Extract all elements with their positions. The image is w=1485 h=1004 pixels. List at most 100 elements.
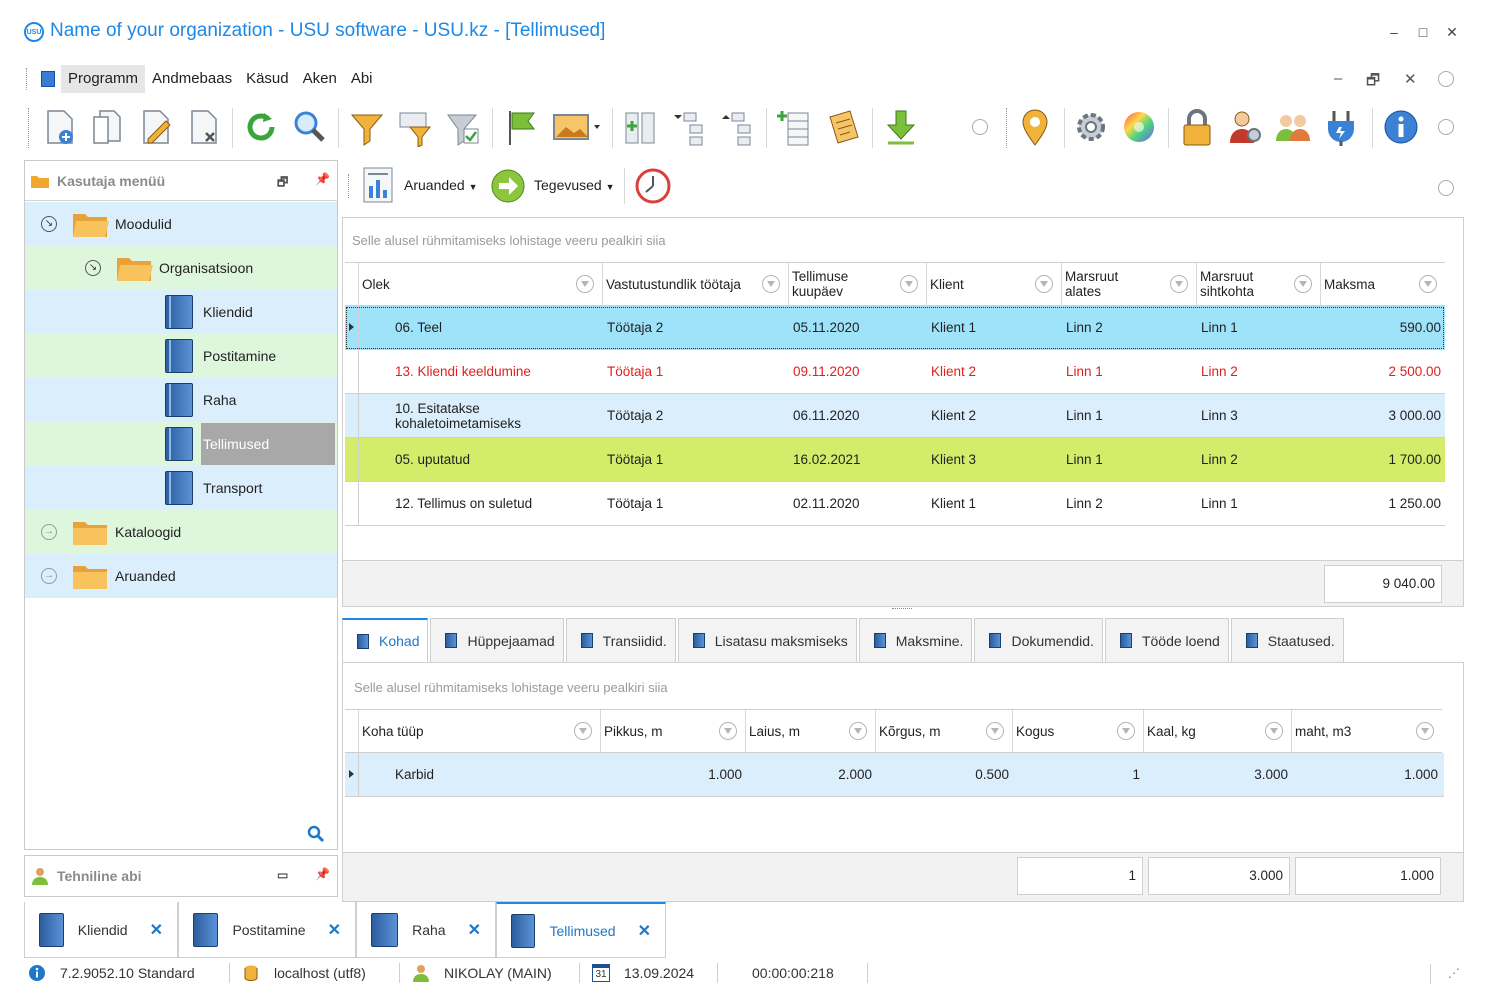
splitter-handle[interactable] xyxy=(892,608,912,611)
tab-transiidid[interactable]: Transiidid. xyxy=(565,618,676,662)
mdi-minimize-button[interactable]: – xyxy=(1334,70,1343,87)
tab-dokumendid[interactable]: Dokumendid. xyxy=(974,618,1103,662)
tab-kohad[interactable]: Kohad xyxy=(342,618,429,662)
mdi-close-button[interactable]: ✕ xyxy=(1404,71,1417,88)
col-header-pay[interactable]: Maksma xyxy=(1321,263,1445,305)
toolbar-overflow-icon-2[interactable] xyxy=(1438,119,1454,135)
toolbar-overflow-icon-3[interactable] xyxy=(1438,180,1454,196)
doc-tab-postitamine[interactable]: Postitamine ✕ xyxy=(178,902,356,958)
mdi-restore-button[interactable]: 🗗 xyxy=(1366,72,1381,89)
menu-programm[interactable]: Programm xyxy=(61,65,146,93)
table-row[interactable]: Karbid 1.000 2.000 0.500 1 3.000 1.000 xyxy=(345,753,1444,797)
column-filter-icon[interactable] xyxy=(986,722,1004,740)
menu-aken[interactable]: Aken xyxy=(302,70,337,87)
tree-item-aruanded[interactable]: → Aruanded xyxy=(25,554,337,598)
tree-item-kataloogid[interactable]: → Kataloogid xyxy=(25,510,337,554)
actions-dropdown[interactable]: Tegevused ▼ xyxy=(534,177,615,193)
col-header-worker[interactable]: Vastutustundlik töötaja xyxy=(603,263,789,305)
tree-item-kliendid[interactable]: Kliendid xyxy=(25,290,337,334)
filter-icon[interactable] xyxy=(348,107,386,147)
col-header-laius[interactable]: Laius, m xyxy=(746,710,876,752)
col-header-korgus[interactable]: Kõrgus, m xyxy=(876,710,1013,752)
toolbar-overflow-icon[interactable] xyxy=(972,119,988,135)
col-header-kogus[interactable]: Kogus xyxy=(1013,710,1144,752)
close-tab-icon[interactable]: ✕ xyxy=(327,921,341,939)
tree-search-icon[interactable] xyxy=(307,825,325,843)
map-pin-icon[interactable] xyxy=(1016,107,1054,147)
col-header-maht[interactable]: maht, m3 xyxy=(1292,710,1442,752)
tab-toode-loend[interactable]: Tööde loend xyxy=(1104,618,1229,662)
download-icon[interactable] xyxy=(882,107,920,147)
col-header-route-from[interactable]: Marsruut alates xyxy=(1062,263,1197,305)
close-tab-icon[interactable]: ✕ xyxy=(149,921,163,939)
add-row-icon[interactable] xyxy=(776,107,814,147)
close-button[interactable]: ✕ xyxy=(1446,24,1458,40)
menu-andmebaas[interactable]: Andmebaas xyxy=(152,70,233,87)
panel-pin-icon[interactable]: 📌 xyxy=(315,172,330,186)
tab-maksmine[interactable]: Maksmine. xyxy=(858,618,973,662)
tree-item-postitamine[interactable]: Postitamine xyxy=(25,334,337,378)
col-header-date[interactable]: Tellimuse kuupäev xyxy=(789,263,927,305)
table-row[interactable]: 10. Esitatakse kohaletoimetamiseks Tööta… xyxy=(345,394,1445,438)
column-filter-icon[interactable] xyxy=(900,275,918,293)
refresh-icon[interactable] xyxy=(242,107,280,147)
expand-tree-icon[interactable] xyxy=(670,107,708,147)
tree-item-transport[interactable]: Transport xyxy=(25,466,337,510)
collapse-icon[interactable]: ↘ xyxy=(85,260,101,276)
image-dropdown-icon[interactable] xyxy=(550,107,602,147)
doc-tab-kliendid[interactable]: Kliendid ✕ xyxy=(24,902,178,958)
column-filter-icon[interactable] xyxy=(576,275,594,293)
column-filter-icon[interactable] xyxy=(762,275,780,293)
plugin-icon[interactable] xyxy=(1322,107,1360,147)
tab-staatused[interactable]: Staatused. xyxy=(1230,618,1344,662)
tree-item-tellimused[interactable]: Tellimused xyxy=(25,422,337,466)
minimize-button[interactable]: – xyxy=(1390,24,1398,40)
reports-dropdown[interactable]: Aruanded ▼ xyxy=(404,177,478,193)
col-header-kaal[interactable]: Kaal, kg xyxy=(1144,710,1292,752)
expand-icon[interactable]: → xyxy=(41,568,57,584)
edit-icon[interactable] xyxy=(136,107,174,147)
column-filter-icon[interactable] xyxy=(1265,722,1283,740)
column-filter-icon[interactable] xyxy=(1117,722,1135,740)
table-row[interactable]: 05. uputatud Töötaja 1 16.02.2021 Klient… xyxy=(345,438,1445,482)
col-header-olek[interactable]: Olek xyxy=(359,263,603,305)
info-icon[interactable] xyxy=(1382,107,1420,147)
delete-icon[interactable] xyxy=(184,107,222,147)
column-filter-icon[interactable] xyxy=(719,722,737,740)
panel-float-icon[interactable]: 🗗 xyxy=(277,175,289,189)
settings-gear-icon[interactable] xyxy=(1072,107,1110,147)
tab-lisatasu[interactable]: Lisatasu maksmiseks xyxy=(677,618,857,662)
column-filter-icon[interactable] xyxy=(1419,275,1437,293)
col-header-pikkus[interactable]: Pikkus, m xyxy=(601,710,746,752)
color-wheel-icon[interactable] xyxy=(1120,107,1158,147)
maximize-button[interactable]: □ xyxy=(1418,24,1428,40)
new-record-icon[interactable] xyxy=(40,107,78,147)
menu-abi[interactable]: Abi xyxy=(350,70,373,87)
panel-pin-icon[interactable]: 📌 xyxy=(315,867,330,881)
clock-icon[interactable] xyxy=(634,167,672,205)
doc-tab-tellimused[interactable]: Tellimused ✕ xyxy=(496,902,666,958)
filter-apply-icon[interactable] xyxy=(444,107,482,147)
col-header-route-to[interactable]: Marsruut sihtkohta xyxy=(1197,263,1321,305)
tree-item-moodulid[interactable]: ↘ Moodulid xyxy=(25,202,337,246)
tree-item-raha[interactable]: Raha xyxy=(25,378,337,422)
filter-field-icon[interactable] xyxy=(396,107,434,147)
flag-icon[interactable] xyxy=(502,107,540,147)
technical-help-panel[interactable]: Tehniline abi ▭ 📌 xyxy=(24,855,338,897)
close-tab-icon[interactable]: ✕ xyxy=(467,921,481,939)
col-header-koha-tyyp[interactable]: Koha tüüp xyxy=(359,710,601,752)
column-filter-icon[interactable] xyxy=(1294,275,1312,293)
table-row[interactable]: 12. Tellimus on suletud Töötaja 1 02.11.… xyxy=(345,482,1445,526)
col-header-client[interactable]: Klient xyxy=(927,263,1062,305)
search-icon[interactable] xyxy=(290,107,328,147)
copy-icon[interactable] xyxy=(88,107,126,147)
doc-tab-raha[interactable]: Raha ✕ xyxy=(356,902,496,958)
resize-grip-icon[interactable]: ⋰ xyxy=(1448,966,1460,980)
column-filter-icon[interactable] xyxy=(1035,275,1053,293)
add-column-icon[interactable] xyxy=(622,107,660,147)
menu-kasud[interactable]: Käsud xyxy=(246,70,289,87)
table-row[interactable]: 13. Kliendi keeldumine Töötaja 1 09.11.2… xyxy=(345,350,1445,394)
notes-icon[interactable] xyxy=(824,107,862,147)
actions-arrow-icon[interactable] xyxy=(490,168,526,204)
column-filter-icon[interactable] xyxy=(1416,722,1434,740)
